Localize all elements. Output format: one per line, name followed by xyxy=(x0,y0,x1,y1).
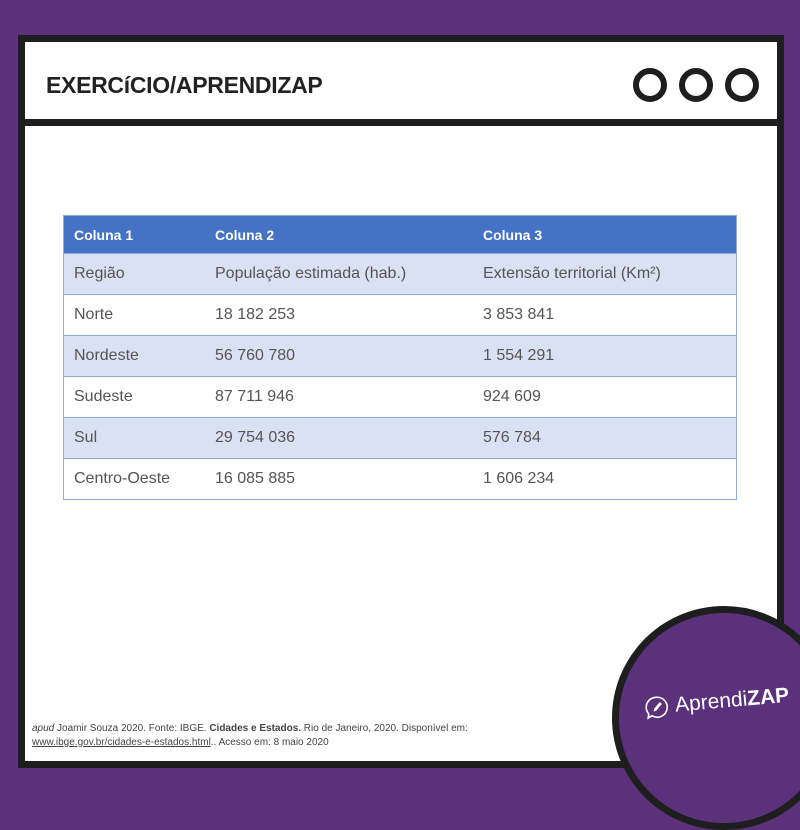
table-row: Centro-Oeste 16 085 885 1 606 234 xyxy=(63,458,737,500)
table-cell: 16 085 885 xyxy=(205,458,473,500)
table-cell: 924 609 xyxy=(473,376,737,418)
table-cell: Centro-Oeste xyxy=(63,458,205,500)
column-header: Coluna 1 xyxy=(63,215,205,254)
table-cell: Nordeste xyxy=(63,335,205,377)
page-title: EXERCíCIO/APRENDIZAP xyxy=(46,72,323,98)
source-citation: apud Joamir Souza 2020. Fonte: IBGE. Cid… xyxy=(32,722,468,750)
table-cell: Extensão territorial (Km²) xyxy=(473,253,737,295)
table-row: Norte 18 182 253 3 853 841 xyxy=(63,294,737,336)
exercise-window: EXERCíCIO/APRENDIZAP Coluna 1 Coluna 2 C… xyxy=(18,35,784,768)
table-cell: 29 754 036 xyxy=(205,417,473,459)
citation-title: Cidades e Estados. xyxy=(209,723,302,734)
circle-icon xyxy=(633,68,667,102)
pencil-speech-bubble-icon xyxy=(645,696,668,720)
table-cell: População estimada (hab.) xyxy=(205,253,473,295)
table-cell: 3 853 841 xyxy=(473,294,737,336)
citation-apud: apud xyxy=(32,723,55,734)
logo-text-bold: ZAP xyxy=(746,683,791,711)
circle-icon xyxy=(679,68,713,102)
table-cell: Região xyxy=(63,253,205,295)
table-cell: 1 554 291 xyxy=(473,335,737,377)
aprendizap-logo: AprendiZAP xyxy=(644,684,790,720)
table-cell: 18 182 253 xyxy=(205,294,473,336)
data-table: Coluna 1 Coluna 2 Coluna 3 Região Populaç… xyxy=(63,215,737,500)
column-header: Coluna 3 xyxy=(473,215,737,254)
column-header: Coluna 2 xyxy=(205,215,473,254)
table-row: Sul 29 754 036 576 784 xyxy=(63,417,737,459)
table-cell: 56 760 780 xyxy=(205,335,473,377)
table-cell: 576 784 xyxy=(473,417,737,459)
citation-access-date: .. Acesso em: 8 maio 2020 xyxy=(210,737,329,748)
table-row: Nordeste 56 760 780 1 554 291 xyxy=(63,335,737,377)
window-header: EXERCíCIO/APRENDIZAP xyxy=(25,42,777,126)
citation-text: Rio de Janeiro, 2020. Disponível em: xyxy=(301,723,468,734)
table-cell: 1 606 234 xyxy=(473,458,737,500)
citation-text: Joamir Souza 2020. Fonte: IBGE. xyxy=(54,723,210,734)
table-header-row: Coluna 1 Coluna 2 Coluna 3 xyxy=(63,215,737,254)
source-link[interactable]: www.ibge.gov.br/cidades-e-estados.html xyxy=(32,737,211,748)
table-row: Região População estimada (hab.) Extensão … xyxy=(63,253,737,295)
logo-text: Aprendi xyxy=(674,687,749,717)
table-cell: Norte xyxy=(63,294,205,336)
table-cell: 87 711 946 xyxy=(205,376,473,418)
window-controls xyxy=(633,68,759,102)
circle-icon xyxy=(725,68,759,102)
table-cell: Sudeste xyxy=(63,376,205,418)
table-cell: Sul xyxy=(63,417,205,459)
table-row: Sudeste 87 711 946 924 609 xyxy=(63,376,737,418)
